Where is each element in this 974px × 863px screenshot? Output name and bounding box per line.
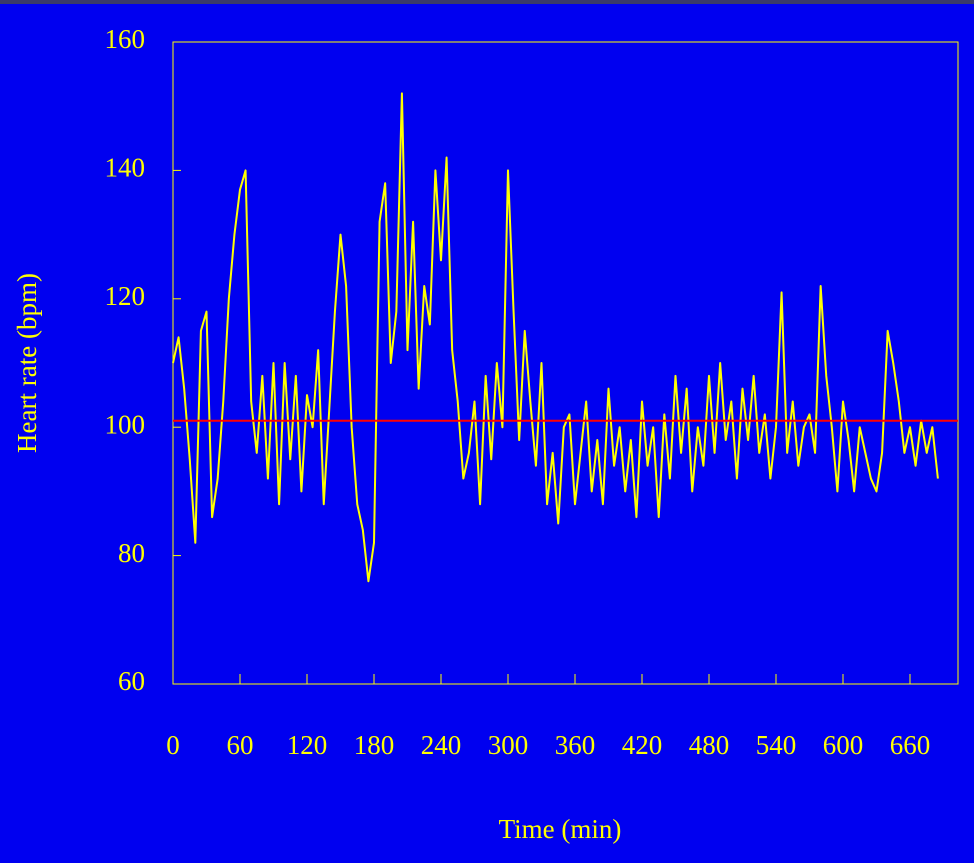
x-tick-label: 300 <box>488 730 529 760</box>
y-tick-label: 160 <box>105 24 146 54</box>
y-tick-label: 80 <box>118 538 145 568</box>
y-tick-label: 140 <box>105 153 146 183</box>
y-axis-label: Heart rate (bpm) <box>12 273 42 453</box>
x-tick-label: 660 <box>890 730 931 760</box>
x-tick-label: 600 <box>823 730 864 760</box>
x-axis-label: Time (min) <box>499 814 622 844</box>
data-line <box>172 92 939 583</box>
x-tick-label: 180 <box>354 730 395 760</box>
x-tick-label: 0 <box>166 730 180 760</box>
x-tick-label: 480 <box>689 730 730 760</box>
top-border <box>0 0 974 4</box>
x-tick-label: 420 <box>622 730 663 760</box>
y-tick-label: 120 <box>105 281 146 311</box>
plot-frame <box>172 41 959 685</box>
x-tick-label: 240 <box>421 730 462 760</box>
x-tick-label: 120 <box>287 730 328 760</box>
y-tick-label: 100 <box>105 409 146 439</box>
x-tick-label: 540 <box>756 730 797 760</box>
y-tick-label: 60 <box>118 666 145 696</box>
x-tick-label: 360 <box>555 730 596 760</box>
x-tick-label: 60 <box>226 730 253 760</box>
